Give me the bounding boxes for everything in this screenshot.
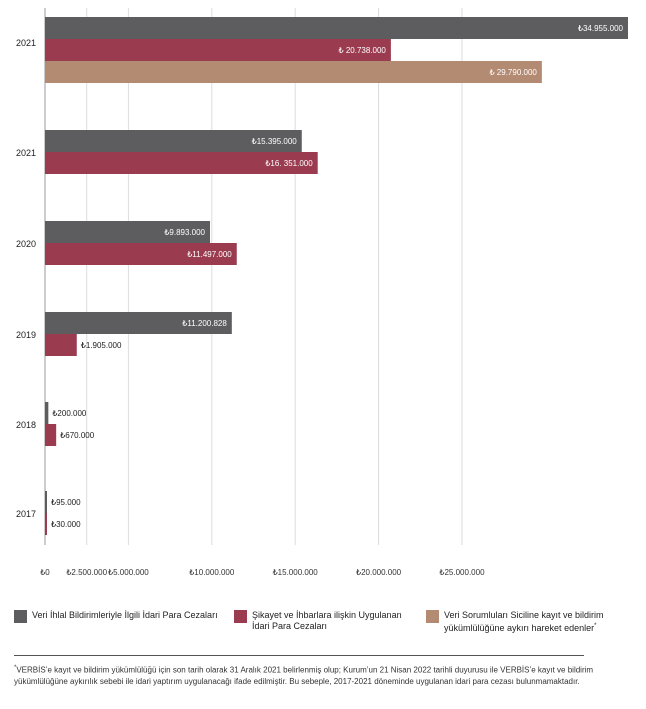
footnote-text: VERBİS’e kayıt ve bildirim yükümlülüğü i… [14,665,594,686]
x-tick-label: ₺2.500.000 [66,568,107,577]
bar-value-label: ₺34.955.000 [578,24,624,33]
legend-item-complaint-fines: Şikayet ve İhbarlara ilişkin Uygulanan İd… [234,610,402,632]
legend-swatch-registry-fines [426,610,439,623]
bar-value-label: ₺95.000 [51,498,81,507]
x-tick-label: ₺10.000.000 [189,568,235,577]
y-category-label: 2021 [16,38,36,48]
bar-value-label: ₺200.000 [52,409,87,418]
footnote: *VERBİS’e kayıt ve bildirim yükümlülüğü … [14,663,594,687]
x-tick-label: ₺5.000.000 [108,568,149,577]
legend-item-registry-fines: Veri Sorumluları Siciline kayıt ve bildi… [426,610,604,634]
y-category-label: 2020 [16,239,36,249]
footnote-mark: * [14,665,17,671]
x-tick-label: ₺15.000.000 [273,568,319,577]
y-category-label: 2018 [16,420,36,430]
bar-value-label: ₺30.000 [51,520,81,529]
bar [45,17,628,39]
bar [45,243,237,265]
bar [45,402,49,424]
bar-value-label: ₺1.905.000 [81,341,122,350]
bar-value-label: ₺9.893.000 [164,228,205,237]
x-tick-label: ₺0 [40,568,50,577]
x-tick-label: ₺20.000.000 [356,568,402,577]
bar [45,424,57,446]
bar [45,513,47,535]
legend-swatch-breach-fines [14,610,27,623]
bar-value-label: ₺ 29.790.000 [489,68,537,77]
bar [45,61,542,83]
legend: Veri İhlal Bildirimleriyle İlgili İdari … [14,610,634,640]
legend-swatch-complaint-fines [234,610,247,623]
bar-value-label: ₺ 20.738.000 [339,46,387,55]
bar [45,39,391,61]
bar-value-label: ₺15.395.000 [252,137,298,146]
bar [45,152,318,174]
legend-footnote-mark: * [594,623,597,629]
bar-value-label: ₺670.000 [60,431,95,440]
bar [45,130,302,152]
y-category-label: 2021 [16,148,36,158]
bar-value-label: ₺16. 351.000 [265,159,313,168]
bar-value-label: ₺11.497.000 [187,250,232,259]
bar [45,312,232,334]
footnote-divider [14,655,584,656]
x-tick-label: ₺25.000.000 [439,568,485,577]
legend-label-registry-fines: Veri Sorumluları Siciline kayıt ve bildi… [444,610,604,633]
legend-item-breach-fines: Veri İhlal Bildirimleriyle İlgili İdari … [14,610,218,623]
y-category-label: 2017 [16,509,36,519]
legend-label-breach-fines: Veri İhlal Bildirimleriyle İlgili İdari … [32,610,218,620]
bar [45,221,211,243]
bar [45,491,47,513]
bar [45,334,77,356]
bar-chart: ₺0 ₺2.500.000 ₺5.000.000 ₺10.000.000 ₺15.000… [16,8,628,577]
bar-value-label: ₺11.200.828 [182,319,227,328]
legend-label-complaint-fines: Şikayet ve İhbarlara ilişkin Uygulanan İd… [252,610,402,631]
y-category-label: 2019 [16,330,36,340]
